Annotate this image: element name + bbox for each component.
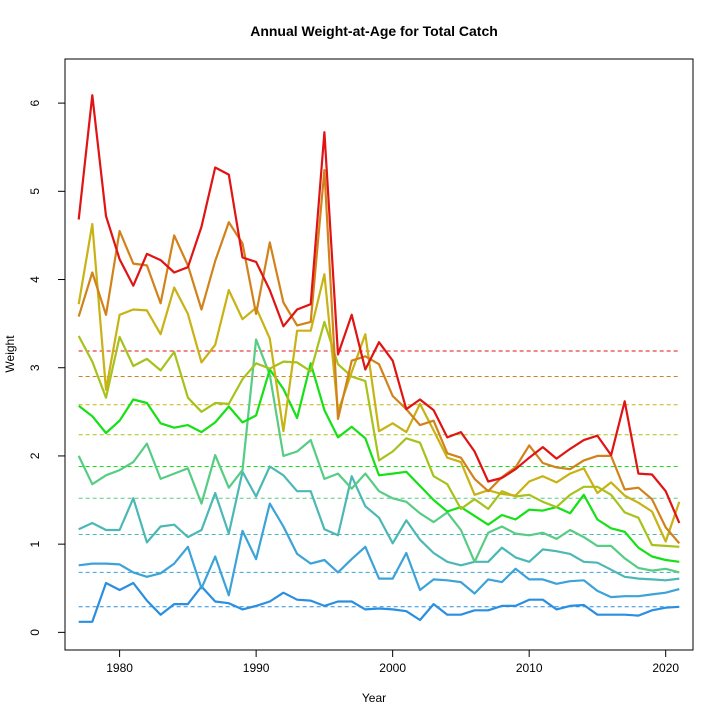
x-axis: 1980 1990 2000 2010 2020 (106, 649, 679, 675)
x-axis-label: Year (362, 691, 386, 705)
plot-frame (64, 58, 694, 651)
x-tick-label: 1980 (106, 661, 133, 675)
series-line-2 (78, 502, 680, 599)
series-line-9 (77, 94, 681, 524)
x-tick-label: 2020 (652, 661, 679, 675)
series-line-5 (78, 362, 680, 563)
y-tick-label: 4 (28, 276, 42, 283)
chart-title: Annual Weight-at-Age for Total Catch (250, 23, 498, 39)
series-line-7 (77, 222, 681, 543)
series-line-8 (77, 169, 681, 545)
mean-lines (78, 350, 680, 608)
series-lines (77, 94, 681, 623)
y-tick-label: 0 (28, 629, 42, 636)
series-line-4 (77, 338, 680, 574)
x-tick-label: 1990 (243, 661, 270, 675)
y-tick-label: 5 (28, 188, 42, 195)
y-tick-label: 1 (28, 540, 42, 547)
x-tick-label: 2010 (516, 661, 543, 675)
series-line-3 (78, 465, 680, 582)
y-tick-label: 2 (28, 452, 42, 459)
y-tick-label: 3 (28, 364, 42, 371)
y-axis-label: Weight (3, 335, 17, 373)
series-line-6 (77, 320, 680, 548)
y-axis: 0 1 2 3 4 5 6 (28, 99, 66, 636)
y-tick-label: 6 (28, 99, 42, 106)
x-tick-label: 2000 (379, 661, 406, 675)
series-line-1 (78, 581, 680, 623)
